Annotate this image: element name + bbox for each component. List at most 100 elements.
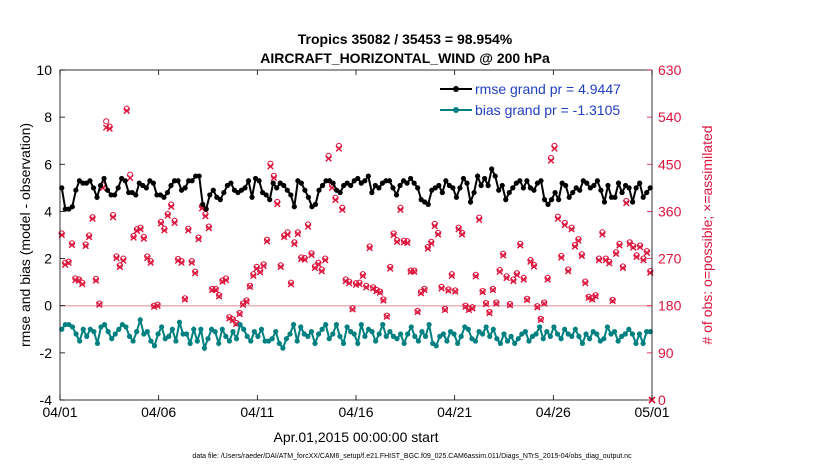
obs-possible-point [154,301,161,308]
obs-assimilated-point [527,258,534,266]
rmse-point [467,199,474,205]
obs-possible-point [181,295,189,302]
obs-possible-point [349,305,356,312]
rmse-point [312,201,319,207]
obs-assimilated-point [161,226,168,234]
rmse-point [408,175,414,182]
y-axis-right-label: # of obs: o=possible; ×=assimilated [699,125,715,344]
rmse-point [619,189,625,196]
obs-assimilated-point [397,206,404,214]
bias-point [554,331,561,337]
obs-assimilated-point [568,225,575,233]
bias-point [397,331,404,337]
obs-assimilated-point [445,287,452,294]
obs-assimilated-point [284,231,291,238]
obs-possible-point [513,270,520,277]
bias-point [173,338,179,344]
bias-point [415,338,422,344]
obs-assimilated-point [475,216,483,224]
obs-assimilated-point [246,283,254,291]
obs-possible-point [537,315,544,322]
bias-point [169,326,175,332]
obs-assimilated-point [61,261,69,269]
obs-assimilated-point [89,215,96,223]
bias-point [458,333,464,339]
obs-possible-point [387,263,394,271]
obs-possible-point [500,250,507,257]
obs-assimilated-point [636,243,644,251]
rmse-point [210,187,216,193]
rmse-point [601,199,608,205]
obs-possible-point [147,258,154,265]
bias-point [109,336,115,342]
bias-point [633,340,639,347]
obs-assimilated-point [605,259,613,267]
rmse-point [457,185,463,191]
bias-point [283,336,290,342]
bias-point [490,326,496,332]
bias-point [383,333,389,339]
obs-possible-point [619,263,627,270]
bias-point [148,338,154,344]
rmse-point [298,180,304,186]
obs-possible-point [489,285,496,293]
bias-point [358,321,364,328]
bias-point [180,331,186,337]
rmse-point [415,185,421,191]
obs-assimilated-point [513,271,521,279]
obs-possible-point [486,308,493,316]
bias-point [572,326,578,332]
bias-point [251,329,257,335]
rmse-point [626,185,632,191]
bias-point [312,340,318,347]
bias-point [219,326,225,332]
bias-point [191,326,197,332]
obs-assimilated-point [530,263,538,270]
rmse-point [411,180,417,186]
obs-possible-point [612,249,620,256]
obs-possible-point [157,218,165,226]
obs-assimilated-point [479,288,486,296]
obs-possible-point [393,237,401,244]
bias-point [187,340,193,347]
rmse-point [270,180,276,186]
rmse-point [633,185,639,191]
y-right-tick-label: 360 [658,203,682,219]
obs-assimilated-point [174,257,182,264]
obs-possible-point [541,299,548,306]
bias-point [255,333,261,339]
rmse-point [94,194,100,200]
legend-bias-label: bias grand pr = -1.3105 [475,102,620,118]
rmse-point [584,180,590,186]
rmse-point [594,178,600,184]
obs-possible-point [414,307,421,315]
obs-assimilated-point [106,125,113,132]
obs-assimilated-point [431,222,438,230]
bias-point [483,324,489,330]
obs-possible-point [496,266,503,274]
obs-possible-point [103,118,110,125]
obs-assimilated-point [421,286,428,294]
obs-assimilated-point [643,249,651,257]
obs-possible-point [452,287,459,294]
bias-point [433,343,439,349]
chart-title-line2: AIRCRAFT_HORIZONTAL_WIND @ 200 hPa [260,50,550,66]
obs-possible-point [517,240,524,248]
bias-point [465,326,471,332]
obs-possible-point [243,297,250,304]
rmse-point [503,197,509,203]
obs-assimilated-point [383,313,391,321]
bias-point [280,345,286,351]
obs-assimilated-point [451,288,459,295]
bias-point [494,336,500,342]
obs-assimilated-point [585,294,592,302]
obs-assimilated-point [301,256,308,263]
bias-point [105,329,111,335]
obs-assimilated-point [465,306,473,314]
obs-assimilated-point [564,267,572,275]
obs-assimilated-point [612,250,620,258]
obs-possible-point [79,279,86,286]
y-right-tick-label: 540 [658,109,682,125]
bias-point [112,331,118,337]
rmse-point [552,189,558,196]
